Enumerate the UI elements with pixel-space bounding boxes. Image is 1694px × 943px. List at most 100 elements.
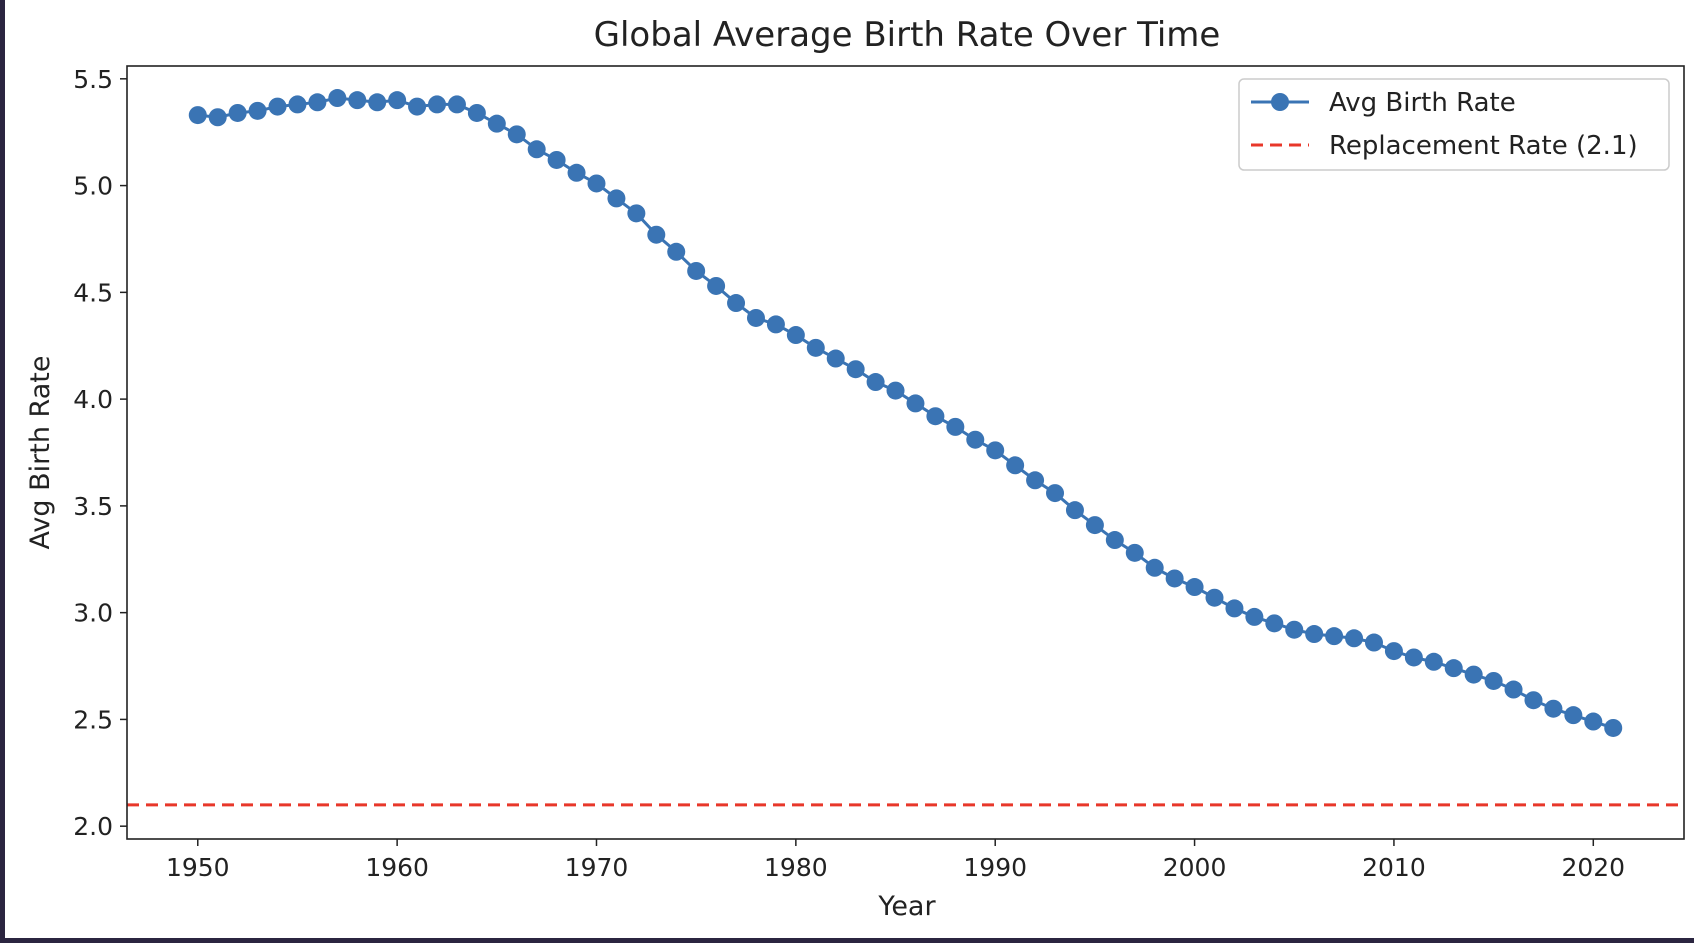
data-point [1026, 471, 1045, 490]
data-point [846, 360, 865, 379]
chart-figure: Global Average Birth Rate Over Time 1950… [5, 0, 1694, 938]
data-point [1384, 642, 1403, 661]
data-point [1305, 625, 1324, 644]
y-tick-label: 2.0 [73, 812, 113, 841]
data-point [1444, 659, 1463, 678]
x-tick-label: 1990 [963, 853, 1027, 882]
data-point [388, 91, 407, 110]
x-tick-label: 1970 [565, 853, 629, 882]
data-point [1404, 648, 1423, 667]
data-point [627, 204, 646, 223]
data-point [487, 114, 506, 133]
chart-title: Global Average Birth Rate Over Time [594, 15, 1221, 55]
y-tick-label: 5.0 [73, 172, 113, 201]
plot-area [127, 89, 1684, 807]
y-tick-label: 5.5 [73, 65, 113, 94]
data-point [906, 394, 925, 413]
data-point [926, 407, 945, 426]
data-point [826, 349, 845, 368]
data-point [1265, 614, 1284, 633]
data-point [208, 108, 227, 127]
data-point [408, 97, 427, 116]
data-point [727, 294, 746, 313]
data-point [1564, 706, 1583, 725]
data-point [248, 101, 267, 120]
data-point [1245, 607, 1264, 626]
data-point [368, 93, 387, 112]
data-point [1105, 531, 1124, 550]
data-point [1085, 516, 1104, 535]
data-point [467, 103, 486, 122]
data-point [687, 261, 706, 280]
data-point [1185, 578, 1204, 597]
data-point [946, 417, 965, 436]
data-point [1145, 558, 1164, 577]
x-tick-label: 1980 [764, 853, 828, 882]
data-point [288, 95, 307, 114]
data-point [328, 89, 347, 108]
y-tick-label: 4.0 [73, 385, 113, 414]
data-point [1364, 633, 1383, 652]
data-point [1345, 629, 1364, 648]
data-point [1205, 588, 1224, 607]
y-tick-label: 4.5 [73, 278, 113, 307]
data-point [647, 225, 666, 244]
data-point [1584, 712, 1603, 731]
data-point [746, 308, 765, 327]
data-point [1424, 652, 1443, 671]
data-point [308, 93, 327, 112]
data-point [886, 381, 905, 400]
legend-label-replacement-rate: Replacement Rate (2.1) [1329, 131, 1638, 161]
y-tick-label: 3.5 [73, 492, 113, 521]
data-point [348, 91, 367, 110]
x-axis-label: Year [877, 891, 936, 922]
data-point [1165, 569, 1184, 588]
data-point [966, 430, 985, 449]
data-point [507, 125, 526, 144]
data-point [1285, 620, 1304, 639]
data-point [1524, 691, 1543, 710]
x-tick-label: 2020 [1561, 853, 1625, 882]
x-tick-label: 2000 [1163, 853, 1227, 882]
data-point [1225, 599, 1244, 618]
data-point [1125, 543, 1144, 562]
data-point [587, 174, 606, 193]
legend: Avg Birth Rate Replacement Rate (2.1) [1238, 78, 1670, 171]
data-point [707, 276, 726, 295]
y-axis: 2.0 2.5 3.0 3.5 4.0 4.5 5.0 5.5 [73, 65, 127, 841]
data-point [986, 441, 1005, 460]
data-point [447, 95, 466, 114]
data-point [806, 338, 825, 357]
data-point [268, 97, 287, 116]
data-point [1504, 680, 1523, 699]
data-point [428, 95, 447, 114]
data-point [1484, 671, 1503, 690]
x-tick-label: 2010 [1362, 853, 1426, 882]
data-point [1065, 501, 1084, 520]
data-point [607, 189, 626, 208]
data-point [1464, 665, 1483, 684]
x-axis: 1950 1960 1970 1980 1990 2000 2010 2020 [166, 839, 1625, 882]
x-tick-label: 1960 [365, 853, 429, 882]
data-point [1006, 456, 1025, 475]
data-point [1046, 484, 1065, 503]
data-point [786, 326, 805, 345]
data-point [1325, 627, 1344, 646]
data-point [1544, 699, 1563, 718]
data-point [188, 106, 207, 125]
y-axis-label: Avg Birth Rate [25, 356, 56, 550]
data-point [1604, 718, 1623, 737]
x-tick-label: 1950 [166, 853, 230, 882]
axes-frame [126, 65, 1685, 840]
avg-birth-rate-line [197, 96, 1614, 730]
data-point [567, 163, 586, 182]
data-point [547, 150, 566, 169]
legend-label-avg-birth-rate: Avg Birth Rate [1329, 88, 1516, 118]
data-point [667, 242, 686, 261]
data-point [228, 103, 247, 122]
y-tick-label: 2.5 [73, 705, 113, 734]
legend-marker-avg-birth-rate [1271, 93, 1289, 111]
data-point [766, 315, 785, 334]
data-point [527, 140, 546, 159]
line-chart: Global Average Birth Rate Over Time 1950… [25, 15, 1685, 922]
